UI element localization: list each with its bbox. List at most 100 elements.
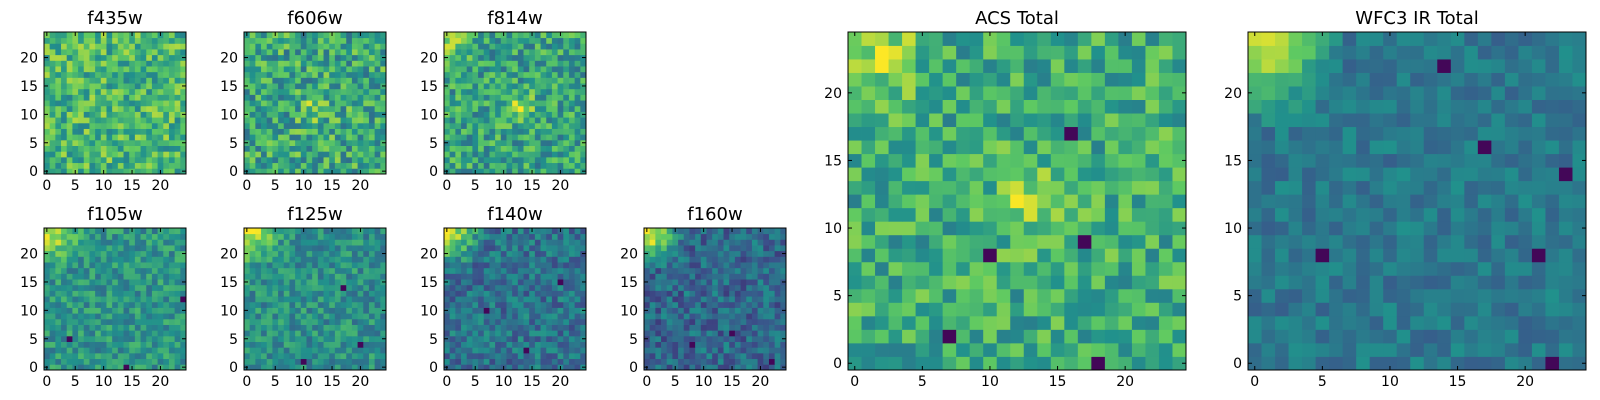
heat-cell	[734, 341, 741, 348]
heat-cell	[244, 77, 251, 84]
heat-cell	[780, 267, 787, 274]
heat-cell	[61, 71, 68, 78]
heat-cell	[117, 151, 124, 158]
heat-cell	[340, 83, 347, 90]
heat-cell	[983, 288, 998, 303]
heat-cell	[729, 358, 736, 365]
heat-cell	[712, 324, 719, 331]
heat-cell	[306, 88, 313, 95]
heat-cell	[444, 145, 451, 152]
heat-cell	[717, 307, 724, 314]
heat-cell	[483, 279, 490, 286]
heat-cell	[244, 245, 251, 252]
heat-cell	[72, 71, 79, 78]
heat-cell	[780, 228, 787, 235]
heat-cell	[563, 49, 570, 56]
heat-cell	[44, 290, 51, 297]
heat-cell	[140, 267, 147, 274]
heat-cell	[689, 347, 696, 354]
heat-cell	[861, 248, 876, 263]
heat-cell	[261, 228, 268, 235]
heat-cell	[55, 250, 62, 257]
heat-cell	[329, 77, 336, 84]
heat-cell	[83, 37, 90, 44]
heat-cell	[180, 77, 187, 84]
heat-cell	[734, 239, 741, 246]
heat-cell	[289, 43, 296, 50]
heat-cell	[489, 151, 496, 158]
heat-cell	[278, 318, 285, 325]
heat-cell	[163, 117, 170, 124]
heat-cell	[574, 296, 581, 303]
heat-cell	[351, 324, 358, 331]
heat-cell	[140, 233, 147, 240]
heat-cell	[495, 324, 502, 331]
heat-cell	[929, 207, 944, 222]
heat-cell	[996, 342, 1011, 357]
heat-cell	[49, 273, 56, 280]
heat-cell	[295, 262, 302, 269]
heat-cell	[1050, 194, 1065, 209]
heat-cell	[123, 105, 130, 112]
heat-cell	[272, 245, 279, 252]
heat-cell	[249, 347, 256, 354]
heat-cell	[374, 347, 381, 354]
heat-cell	[489, 273, 496, 280]
heat-cell	[678, 330, 685, 337]
y-tick-label: 5	[429, 332, 438, 348]
heat-cell	[163, 273, 170, 280]
heat-cell	[706, 364, 713, 371]
heat-cell	[717, 358, 724, 365]
heat-cell	[461, 168, 468, 175]
heat-cell	[380, 256, 387, 263]
heat-cell	[706, 318, 713, 325]
heat-cell	[689, 273, 696, 280]
heat-cell	[672, 313, 679, 320]
heat-cell	[500, 245, 507, 252]
heat-cell	[495, 105, 502, 112]
heat-cell	[180, 341, 187, 348]
heat-cell	[875, 234, 889, 249]
heat-cell	[112, 145, 119, 152]
heat-cell	[140, 273, 147, 280]
heat-cell	[134, 60, 141, 67]
heat-cell	[540, 364, 547, 371]
heat-cell	[717, 324, 724, 331]
heat-cell	[466, 32, 473, 39]
heat-cell	[163, 324, 170, 331]
heat-cell	[283, 88, 290, 95]
heat-cell	[478, 128, 485, 135]
heat-cell	[649, 256, 656, 263]
heat-cell	[461, 151, 468, 158]
heat-cell	[580, 233, 587, 240]
heat-cell	[1077, 288, 1092, 303]
heat-cell	[1077, 194, 1092, 209]
heat-cell	[312, 290, 319, 297]
heat-cell	[300, 100, 307, 107]
heat-cell	[168, 358, 176, 365]
heat-cell	[1010, 356, 1025, 371]
heat-cell	[969, 315, 984, 330]
heat-cell	[506, 151, 513, 158]
heat-cell	[249, 335, 256, 342]
heat-cell	[546, 347, 553, 354]
heat-cell	[289, 341, 296, 348]
heat-cell	[478, 37, 485, 44]
heat-cell	[78, 88, 85, 95]
heat-cell	[695, 330, 702, 337]
heat-cell	[512, 358, 519, 365]
heat-cell	[768, 256, 776, 263]
heat-cell	[763, 233, 770, 240]
heat-cell	[49, 162, 56, 169]
heat-cell	[942, 329, 957, 344]
heat-cell	[106, 324, 113, 331]
heat-cell	[489, 128, 496, 135]
heat-cell	[1091, 302, 1106, 317]
heat-cell	[500, 94, 507, 101]
heat-cell	[689, 296, 696, 303]
heat-cell	[168, 307, 176, 314]
heat-cell	[334, 347, 341, 354]
heat-cell	[340, 168, 347, 175]
heat-cell	[374, 77, 381, 84]
heat-cell	[723, 347, 730, 354]
